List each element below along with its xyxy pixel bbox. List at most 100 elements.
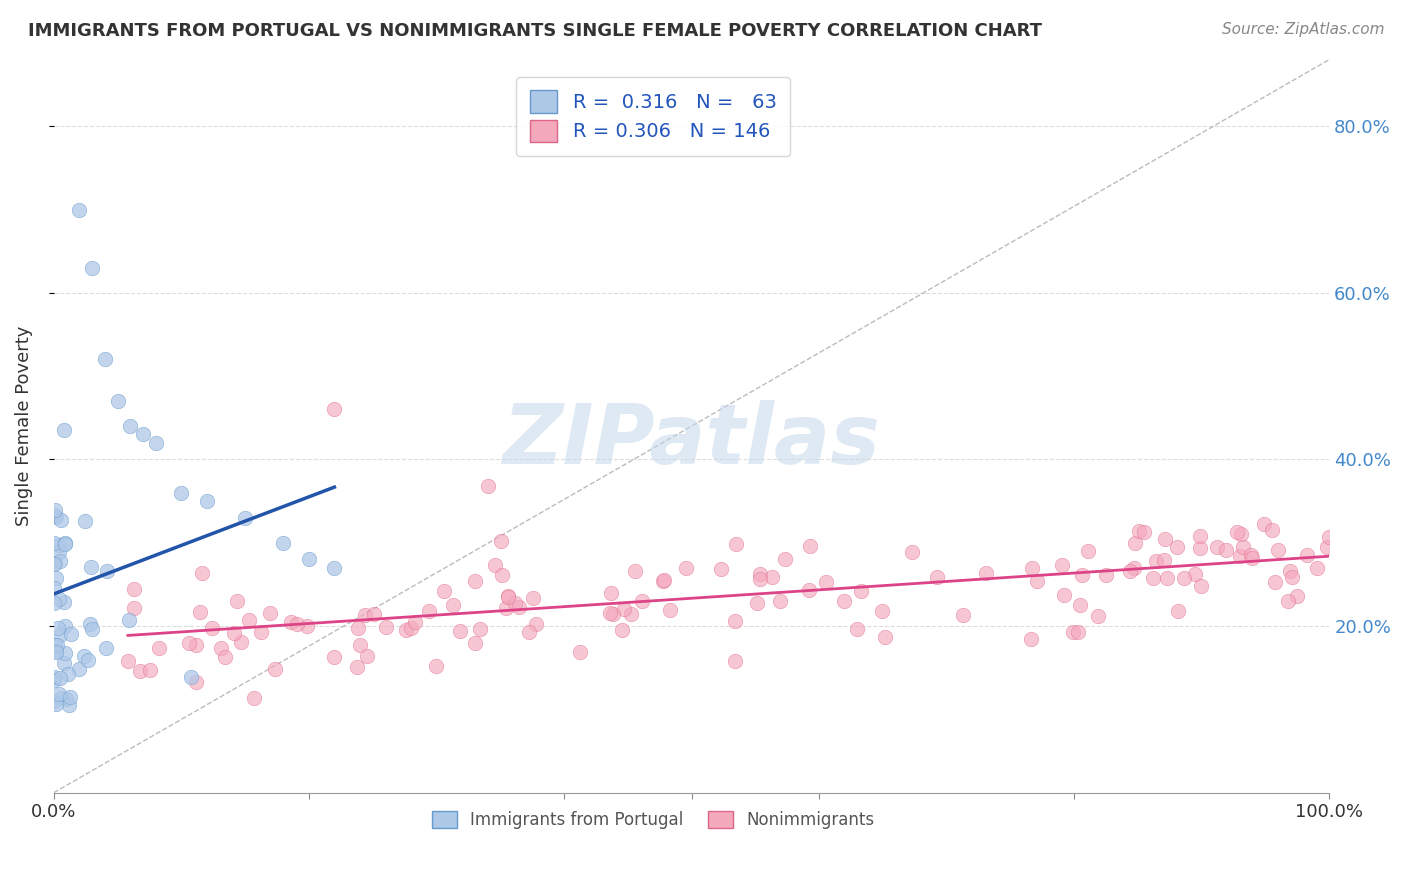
Point bbox=[186, 675, 208, 690]
Point bbox=[55, 692, 77, 706]
Point bbox=[285, 616, 308, 631]
Point bbox=[49, 690, 72, 705]
Point bbox=[623, 565, 645, 579]
Point bbox=[927, 570, 949, 584]
Point bbox=[441, 599, 464, 613]
Point bbox=[129, 665, 152, 679]
Point bbox=[1232, 540, 1254, 554]
Text: Source: ZipAtlas.com: Source: ZipAtlas.com bbox=[1222, 22, 1385, 37]
Point bbox=[48, 544, 70, 558]
Point bbox=[42, 558, 65, 572]
Point bbox=[851, 584, 873, 599]
Point bbox=[82, 622, 104, 636]
Point bbox=[1229, 527, 1251, 541]
Point bbox=[53, 537, 76, 551]
Point bbox=[46, 622, 69, 636]
Point bbox=[495, 601, 517, 615]
Point bbox=[201, 621, 224, 635]
Point bbox=[1123, 536, 1146, 550]
Point bbox=[464, 574, 486, 588]
Point bbox=[710, 562, 733, 576]
Point bbox=[1277, 594, 1299, 608]
Point bbox=[1069, 599, 1091, 613]
Point bbox=[1067, 625, 1090, 640]
Point bbox=[1052, 558, 1074, 572]
Point bbox=[508, 599, 530, 614]
Point bbox=[464, 636, 486, 650]
Point bbox=[249, 624, 271, 639]
Point bbox=[749, 572, 772, 586]
Point bbox=[243, 691, 266, 706]
Point bbox=[1229, 549, 1251, 563]
Point bbox=[45, 644, 67, 658]
Point bbox=[449, 624, 471, 638]
Point bbox=[231, 635, 253, 649]
Point bbox=[44, 556, 66, 570]
Point bbox=[42, 673, 65, 687]
Point bbox=[1070, 567, 1092, 582]
Point bbox=[1279, 565, 1302, 579]
Point bbox=[484, 558, 506, 572]
Point bbox=[1240, 550, 1263, 565]
Point bbox=[53, 646, 76, 660]
Point bbox=[433, 584, 456, 599]
Point bbox=[1205, 541, 1227, 555]
Point bbox=[522, 591, 544, 605]
Point bbox=[96, 641, 118, 656]
Point bbox=[118, 613, 141, 627]
Point bbox=[53, 535, 76, 549]
Point bbox=[1094, 567, 1116, 582]
Point bbox=[630, 594, 652, 608]
Point bbox=[295, 619, 318, 633]
Point bbox=[214, 649, 236, 664]
Point bbox=[404, 615, 426, 629]
Point bbox=[1261, 523, 1284, 537]
Point bbox=[1156, 571, 1178, 585]
Point bbox=[44, 502, 66, 516]
Point bbox=[138, 664, 160, 678]
Point bbox=[94, 352, 117, 367]
Point bbox=[1316, 541, 1339, 555]
Point bbox=[375, 620, 398, 634]
Point bbox=[659, 603, 682, 617]
Point bbox=[769, 594, 792, 608]
Legend: Immigrants from Portugal, Nonimmigrants: Immigrants from Portugal, Nonimmigrants bbox=[425, 804, 882, 836]
Point bbox=[45, 697, 67, 711]
Point bbox=[1123, 561, 1146, 575]
Point bbox=[1144, 554, 1167, 568]
Point bbox=[1119, 564, 1142, 578]
Point bbox=[44, 582, 66, 596]
Point bbox=[1053, 588, 1076, 602]
Point bbox=[1215, 542, 1237, 557]
Point bbox=[1240, 548, 1263, 562]
Point bbox=[42, 670, 65, 684]
Point bbox=[1128, 524, 1150, 538]
Point bbox=[1077, 543, 1099, 558]
Point bbox=[799, 540, 821, 554]
Point bbox=[418, 604, 440, 618]
Point bbox=[346, 660, 368, 674]
Point bbox=[170, 485, 193, 500]
Point bbox=[59, 690, 82, 705]
Point bbox=[1142, 571, 1164, 585]
Point bbox=[323, 402, 346, 417]
Point bbox=[568, 645, 591, 659]
Point bbox=[190, 566, 212, 580]
Point bbox=[145, 435, 167, 450]
Point bbox=[1188, 528, 1211, 542]
Point bbox=[952, 607, 974, 622]
Point bbox=[652, 574, 675, 588]
Point bbox=[872, 604, 894, 618]
Point bbox=[49, 671, 72, 685]
Point bbox=[44, 638, 66, 652]
Point bbox=[79, 616, 101, 631]
Point bbox=[42, 508, 65, 522]
Point bbox=[1306, 561, 1329, 575]
Point bbox=[48, 538, 70, 552]
Point bbox=[52, 656, 75, 670]
Point bbox=[745, 596, 768, 610]
Point bbox=[356, 648, 378, 663]
Point bbox=[273, 535, 295, 549]
Point bbox=[349, 638, 371, 652]
Point bbox=[233, 510, 256, 524]
